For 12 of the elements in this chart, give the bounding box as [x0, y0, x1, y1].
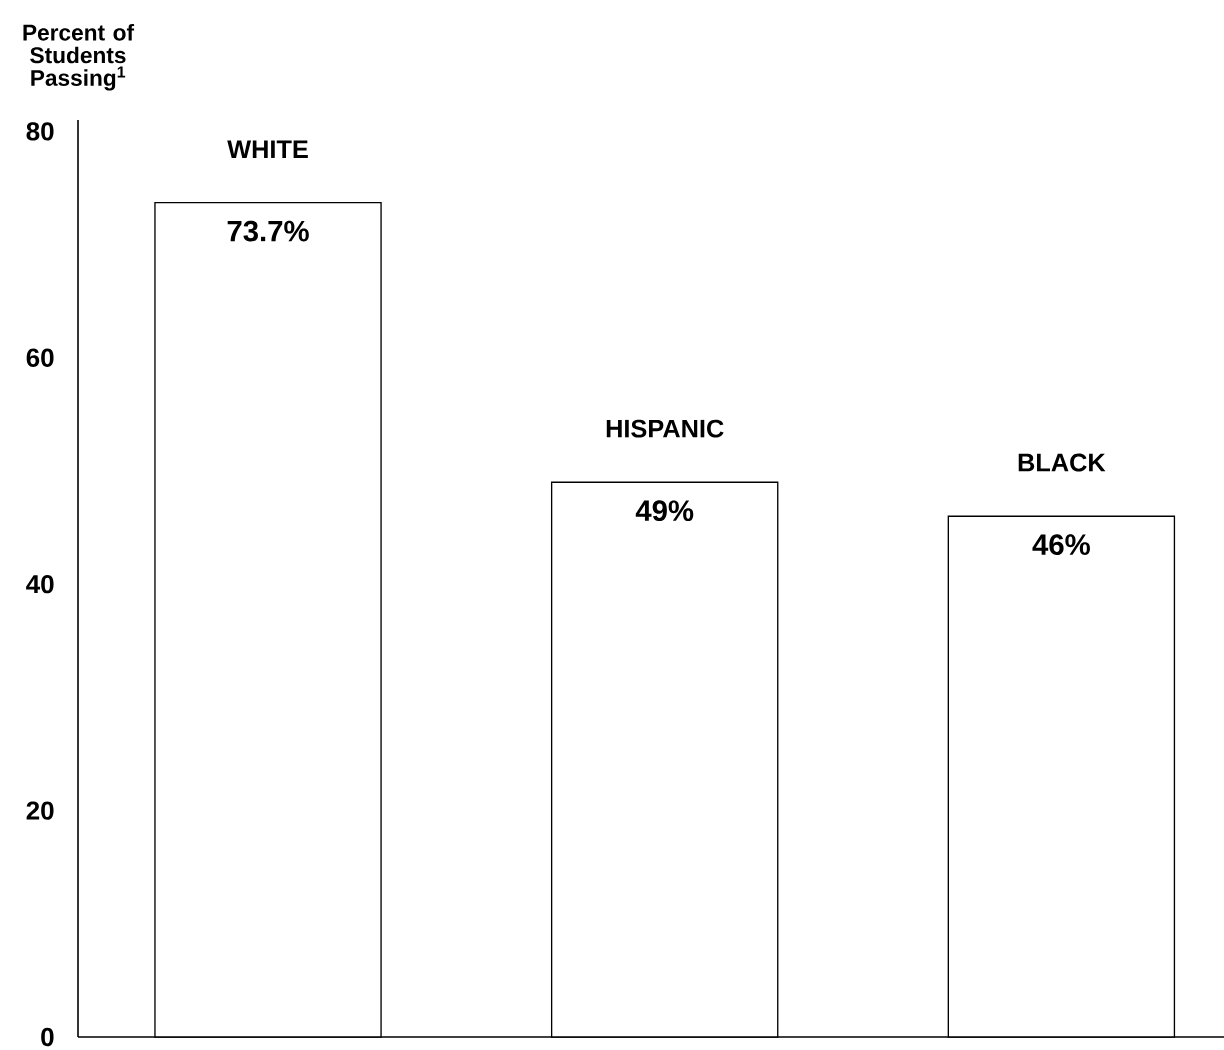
x-tick-label: BLACK [1018, 453, 1106, 472]
y-axis-title: Percent of Students Passing$^{1}$ [23, 23, 135, 91]
x-tick-label: HISPANIC [606, 419, 724, 438]
y-tick-label: 20 [26, 801, 54, 820]
y-tick-label: 40 [26, 574, 54, 594]
data-label: 49% [635, 500, 694, 522]
data-label: 46% [1032, 534, 1090, 556]
y-tick-label: 60 [26, 348, 54, 367]
y-tick-label: 80 [26, 122, 54, 141]
y-tick-label: 0 [41, 1027, 54, 1047]
x-tick-label: WHITE [227, 140, 308, 158]
data-label: 73.7% [227, 220, 309, 242]
